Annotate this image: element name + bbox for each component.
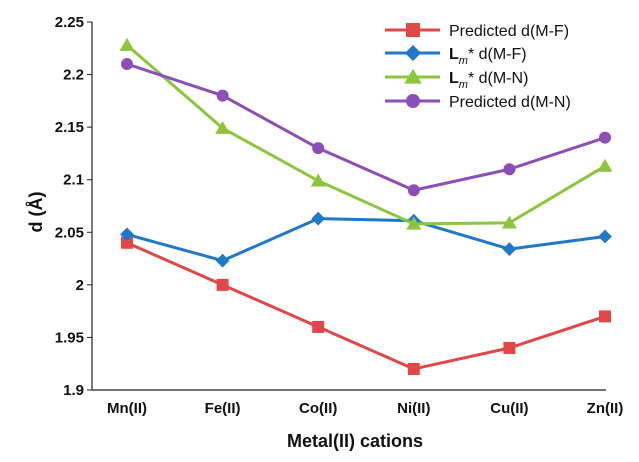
data-point xyxy=(404,44,422,62)
y-tick-label: 2.1 xyxy=(63,172,84,189)
x-axis-ticks: Mn(II) Fe(II) Co(II) Ni(II) Cu(II) Zn(II) xyxy=(107,400,623,417)
data-point xyxy=(407,184,420,197)
series-line xyxy=(126,43,606,226)
x-tick-label: Mn(II) xyxy=(107,400,147,417)
data-point xyxy=(215,120,231,134)
series-line xyxy=(126,62,606,192)
y-tick-label: 2.15 xyxy=(55,119,84,136)
data-point xyxy=(311,211,326,226)
data-point xyxy=(216,278,229,291)
legend-item: Lm* d(M-F) xyxy=(385,44,527,67)
legend: Predicted d(M-F) Lm* d(M-F) Lm* d(M-N) Pred… xyxy=(385,23,571,111)
y-tick-label: 2.25 xyxy=(55,14,84,31)
series-line xyxy=(126,217,606,263)
legend-item: Predicted d(M-N) xyxy=(385,94,571,111)
data-point xyxy=(121,58,133,71)
y-tick-label: 2 xyxy=(76,277,84,294)
data-point xyxy=(121,236,133,249)
data-point xyxy=(310,173,326,187)
data-point xyxy=(312,320,325,333)
series-triangle xyxy=(119,37,613,230)
series-diamond xyxy=(120,211,612,268)
data-point xyxy=(501,215,517,229)
data-point xyxy=(406,23,420,37)
y-tick-label: 2.05 xyxy=(55,224,84,241)
series-layer xyxy=(119,37,613,375)
data-point xyxy=(215,253,230,268)
data-point xyxy=(406,94,420,108)
data-point xyxy=(503,163,516,176)
axes xyxy=(91,22,606,391)
data-point xyxy=(502,242,517,257)
y-axis-ticks: 1.9 1.95 2 2.05 2.1 2.15 2.2 2.25 xyxy=(55,14,92,399)
data-point xyxy=(599,310,611,323)
data-point xyxy=(599,131,611,144)
y-tick-label: 2.2 xyxy=(63,67,84,84)
data-point xyxy=(404,68,422,84)
data-point xyxy=(119,37,135,51)
legend-item: Lm* d(M-N) xyxy=(385,68,528,91)
y-tick-label: 1.9 xyxy=(63,382,84,399)
y-axis-label: d (Å) xyxy=(26,192,46,233)
series-line xyxy=(126,241,606,371)
data-point xyxy=(312,142,325,155)
legend-label: Lm* d(M-N) xyxy=(449,70,528,91)
series-square xyxy=(121,236,611,375)
data-point xyxy=(407,362,420,375)
x-axis-label: Metal(II) cations xyxy=(287,431,423,451)
series-circle xyxy=(121,58,611,197)
data-point xyxy=(503,341,516,354)
legend-label: Predicted d(M-F) xyxy=(449,23,569,40)
x-tick-label: Co(II) xyxy=(299,400,337,417)
x-tick-label: Fe(II) xyxy=(205,400,241,417)
y-tick-label: 1.95 xyxy=(55,329,84,346)
data-point xyxy=(120,227,134,242)
x-tick-label: Zn(II) xyxy=(587,400,624,417)
data-point xyxy=(597,158,613,172)
data-point xyxy=(598,229,612,244)
data-point xyxy=(406,216,422,230)
data-point xyxy=(216,89,229,102)
legend-label: Lm* d(M-F) xyxy=(449,46,527,67)
x-tick-label: Ni(II) xyxy=(397,400,430,417)
legend-item: Predicted d(M-F) xyxy=(385,23,569,40)
x-tick-label: Cu(II) xyxy=(490,400,528,417)
legend-label: Predicted d(M-N) xyxy=(449,94,571,111)
